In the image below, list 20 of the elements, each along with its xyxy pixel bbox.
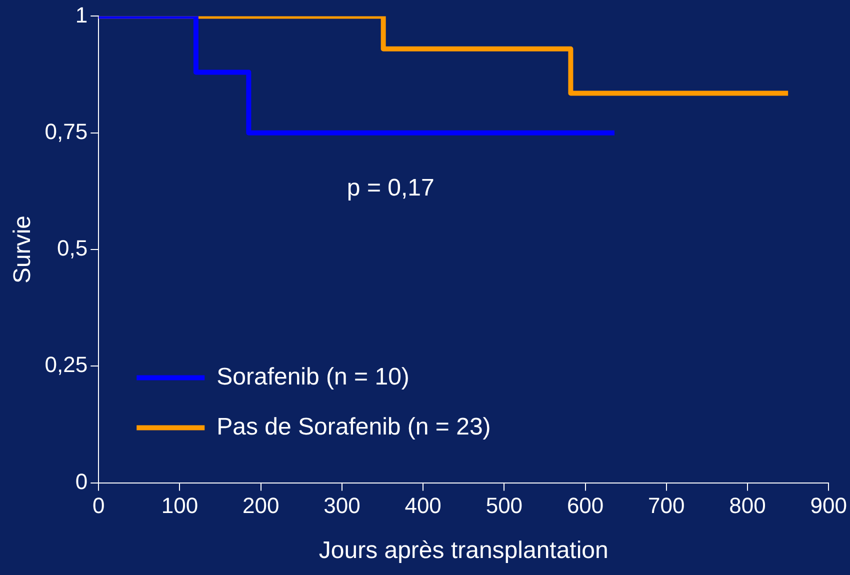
x-tick-label: 200 — [242, 493, 280, 518]
y-tick-label: 0,75 — [44, 118, 88, 144]
legend-label: Sorafenib (n = 10) — [216, 363, 410, 390]
x-tick-label: 600 — [566, 493, 604, 518]
y-tick-label: 0,5 — [57, 236, 88, 261]
x-tick-label: 900 — [810, 493, 848, 518]
legend-label: Pas de Sorafenib (n = 23) — [216, 413, 491, 440]
x-tick-label: 800 — [729, 493, 766, 518]
x-tick-label: 400 — [404, 493, 442, 518]
x-tick-label: 500 — [486, 493, 523, 518]
y-axis-title: Survie — [9, 215, 36, 284]
x-tick-label: 100 — [161, 493, 198, 518]
x-axis-title: Jours après transplantation — [318, 537, 608, 564]
y-tick-label: 1 — [75, 2, 88, 28]
x-tick-label: 300 — [324, 493, 360, 518]
x-tick-label: 700 — [648, 493, 685, 518]
annotation: p = 0,17 — [346, 174, 434, 202]
y-tick-label: 0 — [75, 468, 88, 494]
y-tick-label: 0,25 — [44, 352, 88, 378]
x-tick-label: 0 — [92, 493, 105, 518]
